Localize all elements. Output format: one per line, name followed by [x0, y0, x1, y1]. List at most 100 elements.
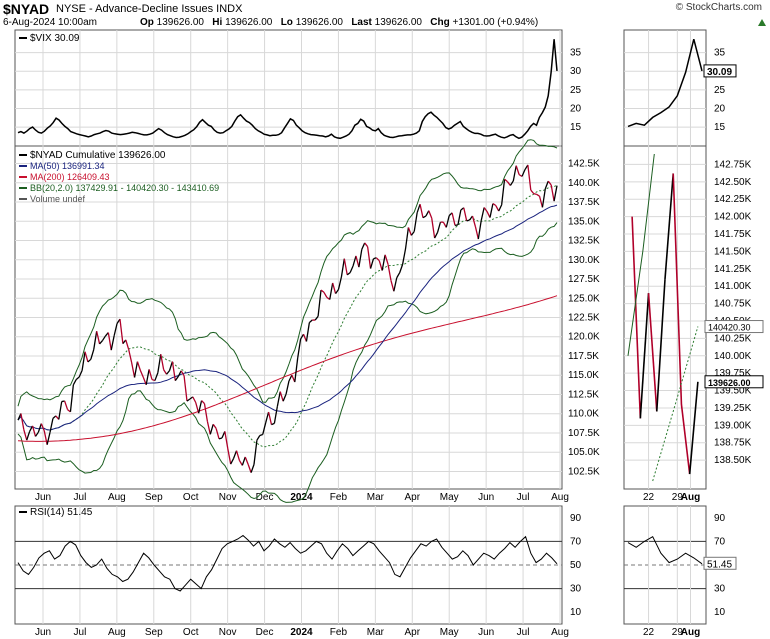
x-tick-label: Jun [35, 627, 51, 638]
price-segment [346, 272, 351, 276]
zoom-price-segment [631, 216, 642, 419]
price-segment [521, 169, 526, 177]
x-tick-label: Sep [145, 492, 163, 503]
price-segment [267, 411, 273, 425]
x-tick-label: Mar [367, 492, 385, 503]
price-segment [46, 432, 51, 445]
brand-logo[interactable]: © StockCharts.com [675, 2, 762, 13]
y-tick-label: 30 [714, 584, 726, 595]
price-segment [160, 354, 165, 370]
price-segment [75, 376, 80, 380]
x-tick-label: Aug [108, 627, 126, 638]
price-segment [262, 422, 267, 435]
last-value: 139626.00 [374, 17, 422, 28]
price-segment [436, 221, 442, 233]
price-segment [500, 179, 506, 205]
x-tick-label: May [440, 492, 459, 503]
price-segment [78, 370, 83, 378]
y-tick-label: 70 [714, 536, 726, 547]
price-segment [471, 215, 477, 227]
legend-entry: $NYAD Cumulative 139626.00 [30, 150, 166, 161]
price-segment [483, 207, 488, 212]
price-segment [72, 379, 77, 386]
zoom-price-segment [680, 404, 691, 475]
price-segment [244, 456, 249, 465]
price-segment [361, 242, 366, 250]
price-segment [375, 257, 380, 262]
price-segment [224, 431, 229, 449]
price-segment [495, 205, 500, 212]
symbol: $NYAD [3, 1, 50, 17]
price-segment [276, 391, 281, 407]
price-segment [230, 458, 235, 465]
x-tick-label: Feb [330, 492, 348, 503]
y-tick-label: 90 [570, 513, 582, 524]
price-segment [130, 362, 136, 378]
symbol-description: NYSE - Advance-Decline Issues INDX [56, 3, 243, 15]
price-segment [384, 254, 389, 265]
price-segment [489, 203, 494, 218]
y-tick-label: 15 [570, 122, 582, 133]
y-tick-label: 102.5K [568, 466, 600, 477]
change-value: +1301.00 (+0.94%) [452, 17, 539, 28]
chart-header: $NYAD NYSE - Advance-Decline Issues INDX… [0, 0, 770, 30]
price-segment [416, 203, 421, 213]
y-tick-label: 30 [570, 66, 582, 77]
zoom-rsi-line [627, 536, 703, 565]
price-segment [358, 249, 363, 268]
y-tick-label: 110.0K [568, 409, 599, 420]
price-segment [323, 291, 328, 298]
price-segment [64, 400, 69, 410]
price-segment [198, 400, 203, 414]
price-segment [142, 376, 147, 385]
price-segment [536, 193, 540, 197]
price-segment [466, 219, 470, 222]
vix-last-label: 30.09 [707, 67, 732, 78]
x-tick-label: 2024 [290, 492, 313, 503]
zoom-price-segment [647, 293, 658, 412]
rsi-line [17, 534, 558, 592]
price-segment [463, 207, 468, 222]
price-segment [99, 340, 103, 345]
price-segment [332, 282, 337, 294]
x-tick-label: Aug [551, 627, 569, 638]
x-tick-label: Jun [35, 492, 51, 503]
legend-entry: Volume undef [30, 194, 86, 204]
zoom-price-segment [688, 381, 699, 475]
y-tick-label: 139.00K [714, 420, 752, 431]
y-tick-label: 10 [714, 607, 726, 618]
price-segment [232, 450, 238, 459]
price-segment [235, 450, 241, 461]
price-segment [49, 418, 54, 433]
price-segment [343, 258, 348, 275]
price-segment [195, 402, 200, 414]
x-tick-label: May [440, 627, 459, 638]
price-segment [451, 212, 456, 226]
price-segment [154, 372, 159, 381]
zoom-price-segment [664, 173, 675, 280]
price-segment [335, 289, 340, 294]
price-segment [486, 211, 491, 218]
price-segment [305, 322, 310, 342]
panel-frame-4 [623, 145, 707, 490]
price-segment [369, 258, 375, 269]
rsi-last-label: 51.45 [707, 559, 732, 570]
x-tick-label: Jun [478, 492, 494, 503]
price-segment [90, 349, 95, 360]
x-tick-label: 29 [672, 627, 684, 638]
price-segment [206, 421, 211, 435]
price-segment [273, 406, 278, 424]
legend-entry: MA(200) 126409.43 [30, 172, 110, 182]
price-segment [364, 242, 369, 248]
legend-entry: BB(20,2.0) 137429.91 - 140420.30 - 14341… [30, 183, 219, 193]
price-segment [366, 246, 372, 269]
x-tick-label: 29 [672, 492, 684, 503]
price-segment [355, 255, 360, 268]
price-segment [221, 431, 226, 439]
price-segment [84, 351, 89, 363]
y-tick-label: 137.5K [568, 197, 600, 208]
price-segment [279, 391, 284, 402]
x-tick-label: Sep [145, 627, 163, 638]
y-tick-label: 25 [714, 85, 726, 96]
